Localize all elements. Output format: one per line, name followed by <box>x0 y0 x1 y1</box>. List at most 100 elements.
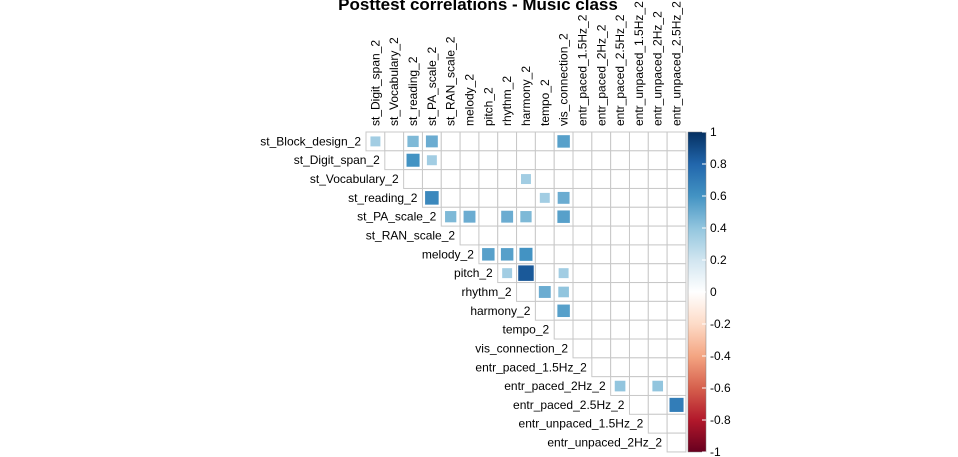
correlation-square <box>518 265 534 281</box>
correlation-square <box>557 304 570 318</box>
correlation-square <box>558 268 569 279</box>
colorbar-tick-label: 0.6 <box>710 189 727 203</box>
column-label: melody_2 <box>463 74 477 126</box>
column-label: tempo_2 <box>538 79 552 126</box>
grid-cell <box>647 394 668 415</box>
correlation-square <box>557 135 570 148</box>
grid-cell <box>478 131 499 152</box>
grid-cell <box>591 357 612 378</box>
correlation-cells <box>370 135 684 412</box>
colorbar-tick-label: -0.6 <box>710 381 731 395</box>
grid-cell <box>497 131 518 152</box>
column-label: entr_unpaced_1.5Hz_2 <box>632 1 646 126</box>
colorbar-tick-label: 0.2 <box>710 253 727 267</box>
grid-cell <box>440 187 461 208</box>
grid-cell <box>610 357 630 378</box>
grid-cell <box>647 150 668 171</box>
correlation-square <box>406 153 420 167</box>
grid-cell <box>628 357 649 378</box>
column-label: entr_unpaced_2Hz_2 <box>651 11 665 126</box>
grid-cell <box>647 300 668 321</box>
correlation-square <box>502 268 513 279</box>
column-label: vis_connection_2 <box>557 33 571 126</box>
grid-cell <box>628 244 649 265</box>
correlation-square <box>519 247 533 261</box>
grid-cell <box>647 357 668 378</box>
grid-cell <box>610 319 630 340</box>
correlation-square <box>407 135 419 148</box>
correlation-square <box>500 248 514 261</box>
correlation-square <box>445 211 457 223</box>
grid-cell <box>421 169 442 189</box>
grid-cell <box>591 338 612 359</box>
grid-cell <box>572 150 593 171</box>
grid-cell <box>647 319 668 340</box>
grid-cell <box>440 169 461 189</box>
correlation-square <box>557 191 570 204</box>
grid-cell <box>628 169 649 189</box>
grid-cell <box>553 150 574 171</box>
grid-cell <box>459 225 480 246</box>
row-label: entr_paced_2Hz_2 <box>504 379 606 393</box>
row-label: st_PA_scale_2 <box>357 210 436 224</box>
grid-cell <box>628 282 649 302</box>
grid-cell <box>591 131 612 152</box>
row-label: pitch_2 <box>454 266 493 280</box>
correlation-square <box>557 210 570 223</box>
grid-cell <box>666 432 687 453</box>
grid-cell <box>553 225 574 246</box>
grid-cell <box>610 338 630 359</box>
grid-cell <box>553 169 574 189</box>
grid-cell <box>534 150 555 171</box>
grid-cell <box>591 225 612 246</box>
grid-cell <box>516 187 536 208</box>
grid-cell <box>610 263 630 284</box>
grid-cell <box>610 150 630 171</box>
grid-cell <box>591 319 612 340</box>
grid-cell <box>440 131 461 152</box>
column-label: entr_paced_1.5Hz_2 <box>575 14 589 126</box>
column-labels: st_Digit_span_2 st_Vocabulary_2 st_reading… <box>368 1 683 126</box>
column-label: entr_paced_2Hz_2 <box>594 24 608 126</box>
grid-cell <box>440 150 461 171</box>
grid-cell <box>591 300 612 321</box>
grid-cell <box>497 150 518 171</box>
grid-cell <box>534 206 555 227</box>
row-label: entr_unpaced_2Hz_2 <box>547 436 662 450</box>
grid-cell <box>591 206 612 227</box>
row-label: st_Vocabulary_2 <box>310 172 399 186</box>
grid-cell <box>516 131 536 152</box>
column-label: pitch_2 <box>481 87 495 126</box>
grid-cell <box>647 169 668 189</box>
correlation-square <box>520 211 532 223</box>
column-label: st_RAN_scale_2 <box>444 36 458 126</box>
grid-cell <box>591 187 612 208</box>
grid-cell <box>516 150 536 171</box>
column-label: st_PA_scale_2 <box>425 47 439 126</box>
grid-cell <box>497 169 518 189</box>
grid-cell <box>572 244 593 265</box>
grid-cell <box>478 169 499 189</box>
grid-cell <box>572 131 593 152</box>
grid-cell <box>666 263 687 284</box>
row-label: melody_2 <box>422 247 474 261</box>
grid-cell <box>572 169 593 189</box>
grid-cell <box>628 394 649 415</box>
grid-cell <box>572 282 593 302</box>
colorbar-tick-label: 0 <box>710 285 717 299</box>
correlation-square <box>652 380 664 392</box>
row-label: st_reading_2 <box>348 191 418 205</box>
colorbar-tick-label: -0.2 <box>710 317 731 331</box>
grid-cell <box>647 206 668 227</box>
grid-cell <box>647 413 668 434</box>
row-labels: st_Block_design_2 st_Digit_span_2 st_Vocab… <box>260 134 662 449</box>
row-label: entr_paced_1.5Hz_2 <box>475 360 587 374</box>
grid-cell <box>647 244 668 265</box>
grid-cell <box>459 131 480 152</box>
grid-cell <box>572 187 593 208</box>
grid-cell <box>459 169 480 189</box>
grid-cell <box>534 225 555 246</box>
grid-cell <box>384 150 405 171</box>
grid-cell <box>572 225 593 246</box>
grid-cell <box>553 244 574 265</box>
